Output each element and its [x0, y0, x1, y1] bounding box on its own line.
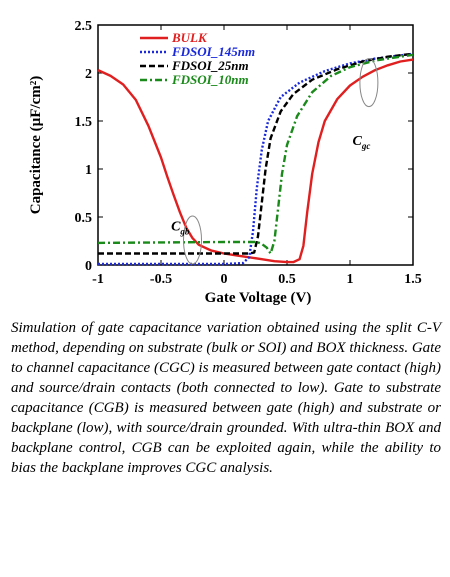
x-axis-title: Gate Voltage (V) [205, 290, 312, 306]
x-tick-label: 0.5 [278, 272, 296, 287]
series-line-bulk [97, 58, 414, 264]
series-line-fdsoi_145nm [98, 52, 414, 266]
y-tick-label: 0.5 [75, 211, 93, 226]
x-tick-label: -1 [92, 272, 104, 287]
y-tick-label: 1 [85, 163, 92, 178]
series-line-fdsoi_25nm [98, 52, 414, 255]
legend-label: FDSOI_10nm [171, 72, 249, 87]
legend-label: FDSOI_25nm [171, 58, 249, 73]
plot-frame [97, 24, 414, 266]
x-tick-label: 1 [347, 272, 354, 287]
x-tick-label: -0.5 [150, 272, 172, 287]
x-tick-label: 1.5 [404, 272, 422, 287]
plot-layer: 0 0.5 1 1.5 2 2.5 -1 -0.5 0 0.5 1 1.5 [75, 19, 422, 287]
highlight-ellipse [359, 58, 379, 108]
y-axis-title: Capacitance (µF/cm²) [28, 76, 44, 215]
x-tick-label: 0 [221, 272, 228, 287]
annotation-label: Cgc [353, 134, 371, 151]
y-tick-label: 0 [85, 259, 92, 274]
y-tick-label: 2.5 [75, 19, 93, 34]
series-line-fdsoi_10nm [97, 53, 414, 255]
y-tick-label: 2 [85, 67, 92, 82]
legend-label: FDSOI_145nm [171, 44, 255, 59]
figure-caption: Simulation of gate capacitance variation… [11, 320, 441, 476]
highlight-ellipse [183, 215, 202, 265]
legend-label: BULK [171, 30, 208, 45]
annotations: Cgb Cgc [171, 58, 379, 265]
chart: 0 0.5 1 1.5 2 2.5 -1 -0.5 0 0.5 1 1.5 BULKFDSOI_145… [28, 19, 422, 306]
annotation-label: Cgb [171, 219, 190, 236]
y-tick-label: 1.5 [75, 115, 93, 130]
series-layer [97, 52, 414, 266]
